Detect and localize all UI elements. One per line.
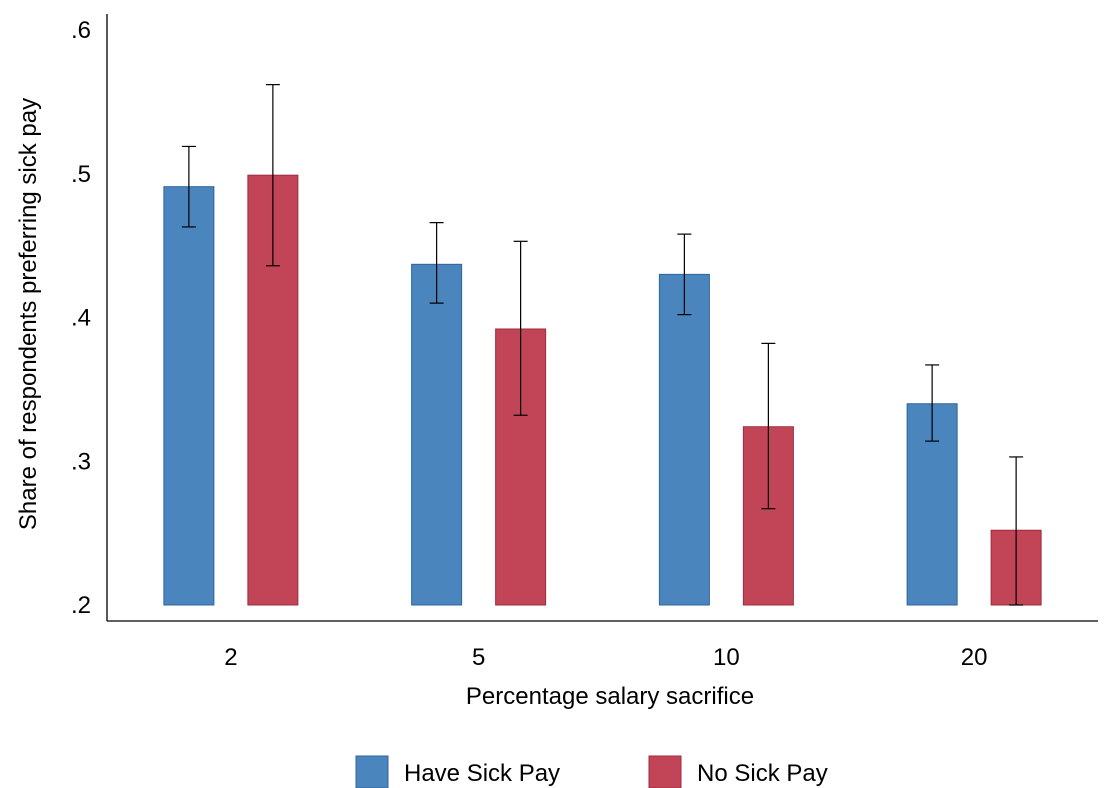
bar-have-sick-pay-10 (658, 273, 710, 606)
y-ticks: .2 .3 .4 .5 .6 (71, 17, 91, 619)
axes (106, 14, 1098, 622)
x-tick-label: 10 (713, 644, 740, 671)
x-tick-label: 20 (961, 644, 988, 671)
y-tick-label: .5 (71, 161, 91, 188)
y-tick-label: .3 (71, 448, 91, 475)
legend: Have Sick Pay No Sick Pay (355, 755, 828, 788)
y-tick-label: .2 (71, 592, 91, 619)
legend-label-no-sick-pay: No Sick Pay (697, 760, 828, 787)
bar-have-sick-pay-2 (163, 186, 215, 606)
bar-have-sick-pay-5 (411, 263, 463, 606)
x-tick-label: 5 (472, 644, 485, 671)
error-bars (181, 84, 1024, 606)
legend-swatch-have-sick-pay (355, 755, 389, 788)
x-ticks: 2 5 10 20 (224, 644, 987, 671)
y-tick-label: .6 (71, 17, 91, 44)
x-tick-label: 2 (224, 644, 237, 671)
y-tick-label: .4 (71, 305, 91, 332)
bars (163, 174, 1042, 606)
legend-label-have-sick-pay: Have Sick Pay (404, 760, 560, 787)
x-axis-label: Percentage salary sacrifice (466, 683, 754, 710)
legend-swatch-no-sick-pay (648, 755, 682, 788)
y-axis-label: Share of respondents preferring sick pay (15, 98, 42, 530)
